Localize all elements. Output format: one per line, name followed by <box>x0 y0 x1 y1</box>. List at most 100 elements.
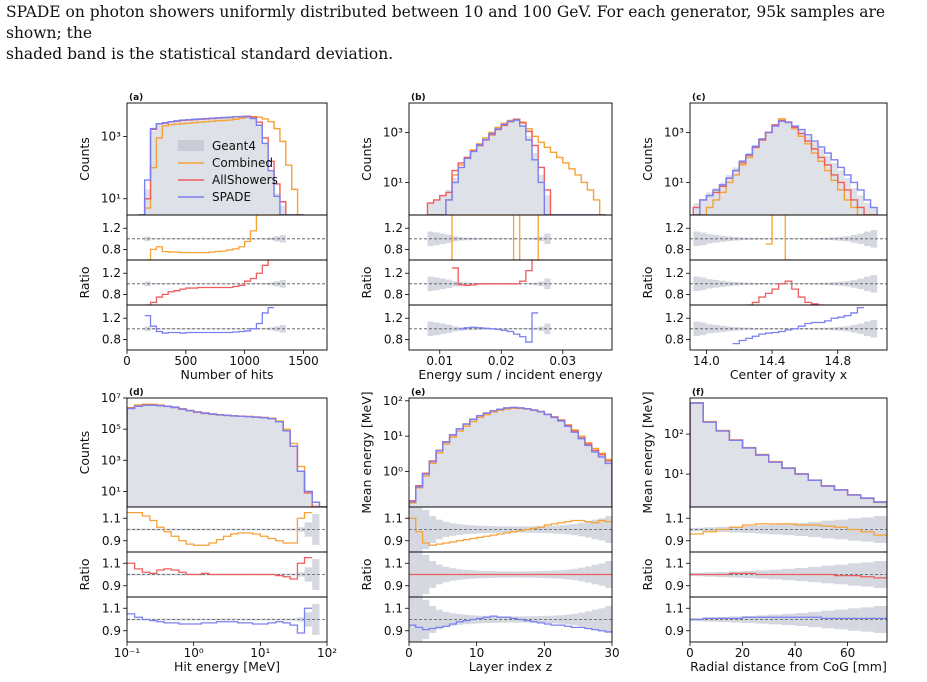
ratio-panel-spade <box>690 306 887 345</box>
geant4-band <box>156 618 165 621</box>
geant4-band <box>831 327 838 331</box>
x-axis-label: Radial distance from CoG [mm] <box>690 659 887 674</box>
ratio-tick-label: 0.9 <box>665 534 684 548</box>
ratio-panel-spade <box>409 312 612 343</box>
series-spade-line <box>690 402 887 507</box>
x-tick-label: 20 <box>537 646 552 660</box>
legend-swatch-geant4 <box>178 140 204 151</box>
geant4-band <box>564 524 572 535</box>
ratio-tick-label: 0.8 <box>102 242 121 256</box>
y-tick-label: 10³ <box>101 130 121 144</box>
y-tick-label: 10⁵ <box>101 422 121 436</box>
geant4-band <box>268 327 275 331</box>
geant4-band <box>544 233 551 245</box>
geant4-band <box>524 616 531 623</box>
panel-label: (b) <box>411 93 426 103</box>
series-spade-line <box>127 404 327 507</box>
geant4-band <box>267 618 276 621</box>
geant4-band <box>237 618 246 621</box>
geant4-band <box>850 234 858 243</box>
geant4-band <box>804 238 812 240</box>
y-tick-label: 10⁰ <box>383 465 403 479</box>
geant4-band <box>699 232 707 246</box>
geant4-band <box>252 528 261 531</box>
ratio-tick-label: 1.2 <box>102 266 121 280</box>
geant4-band <box>490 616 497 623</box>
geant4-band <box>503 526 511 533</box>
x-axis-label: Energy sum / incident energy <box>418 367 603 382</box>
ratio-tick-label: 1.1 <box>384 556 403 570</box>
x-tick-label: 0.01 <box>426 354 453 368</box>
panel-label: (e) <box>411 388 425 398</box>
x-tick-label: 40 <box>787 646 802 660</box>
geant4-band <box>162 238 169 240</box>
geant4-band <box>870 320 878 338</box>
geant4-band <box>197 328 204 330</box>
geant4-fill <box>427 119 606 215</box>
y-tick-label: 10³ <box>383 125 403 139</box>
geant4-band <box>742 570 756 579</box>
geant4-band <box>297 617 305 622</box>
ratio-panel-combined <box>690 516 887 543</box>
geant4-band <box>785 283 792 285</box>
geant4-band <box>519 238 526 240</box>
ratio-tick-label: 0.8 <box>665 287 684 301</box>
geant4-band <box>439 233 446 245</box>
x-axis-label: Center of gravity x <box>730 367 847 382</box>
ratio-tick-label: 1.2 <box>665 221 684 235</box>
geant4-band <box>831 282 838 286</box>
geant4-band <box>785 238 792 240</box>
geant4-band <box>870 275 878 293</box>
geant4-band <box>745 237 753 240</box>
geant4-band <box>127 618 135 621</box>
geant4-band <box>544 278 551 290</box>
ratio-frame <box>126 596 328 643</box>
geant4-band <box>804 283 812 285</box>
geant4-band <box>706 279 713 289</box>
geant4-band <box>439 278 446 290</box>
geant4-band <box>201 618 210 621</box>
x-axis-label: Number of hits <box>180 367 273 382</box>
ratio-tick-label: 0.8 <box>384 287 403 301</box>
series-spade-line <box>409 406 612 507</box>
geant4-band <box>268 237 275 241</box>
ratio-tick-label: 0.9 <box>102 534 121 548</box>
geant4-band <box>312 514 320 545</box>
ratio-tick-label: 0.9 <box>384 624 403 638</box>
ratio-panel-allshowers <box>127 260 327 305</box>
geant4-band <box>765 328 773 330</box>
ratio-tick-label: 1.1 <box>102 511 121 525</box>
geant4-band <box>488 238 496 240</box>
y-tick-label: 10¹ <box>383 175 403 189</box>
ratio-tick-label: 0.8 <box>102 332 121 346</box>
x-tick-label: 10 <box>469 646 484 660</box>
y-tick-label: 10³ <box>664 125 684 139</box>
y-tick-label: 10¹ <box>101 484 121 498</box>
x-tick-label: 1500 <box>288 354 319 368</box>
geant4-band <box>127 528 135 531</box>
x-tick-label: 10¹ <box>250 646 270 660</box>
y-axis-label: Counts <box>77 137 92 181</box>
geant4-band <box>237 528 246 531</box>
x-tick-label: 14.0 <box>693 354 720 368</box>
x-tick-label: 10⁰ <box>184 646 204 660</box>
geant4-band <box>742 615 756 624</box>
geant4-band <box>203 238 210 240</box>
series-allshowers-line <box>692 119 878 215</box>
geant4-band <box>445 234 453 243</box>
geant4-band <box>297 527 305 532</box>
geant4-band <box>525 238 533 240</box>
y-tick-label: 10² <box>664 427 684 441</box>
geant4-band <box>742 525 756 534</box>
geant4-band <box>781 613 796 626</box>
geant4-band <box>238 328 245 330</box>
x-tick-label: 10⁻¹ <box>114 646 141 660</box>
geant4-band <box>449 613 457 626</box>
geant4-band <box>197 238 204 240</box>
panel-label: (a) <box>129 93 143 103</box>
geant4-band <box>142 573 150 576</box>
ratio-allshowers-line <box>745 280 825 305</box>
geant4-band <box>544 615 552 624</box>
geant4-band <box>162 328 169 330</box>
geant4-band <box>785 328 792 330</box>
